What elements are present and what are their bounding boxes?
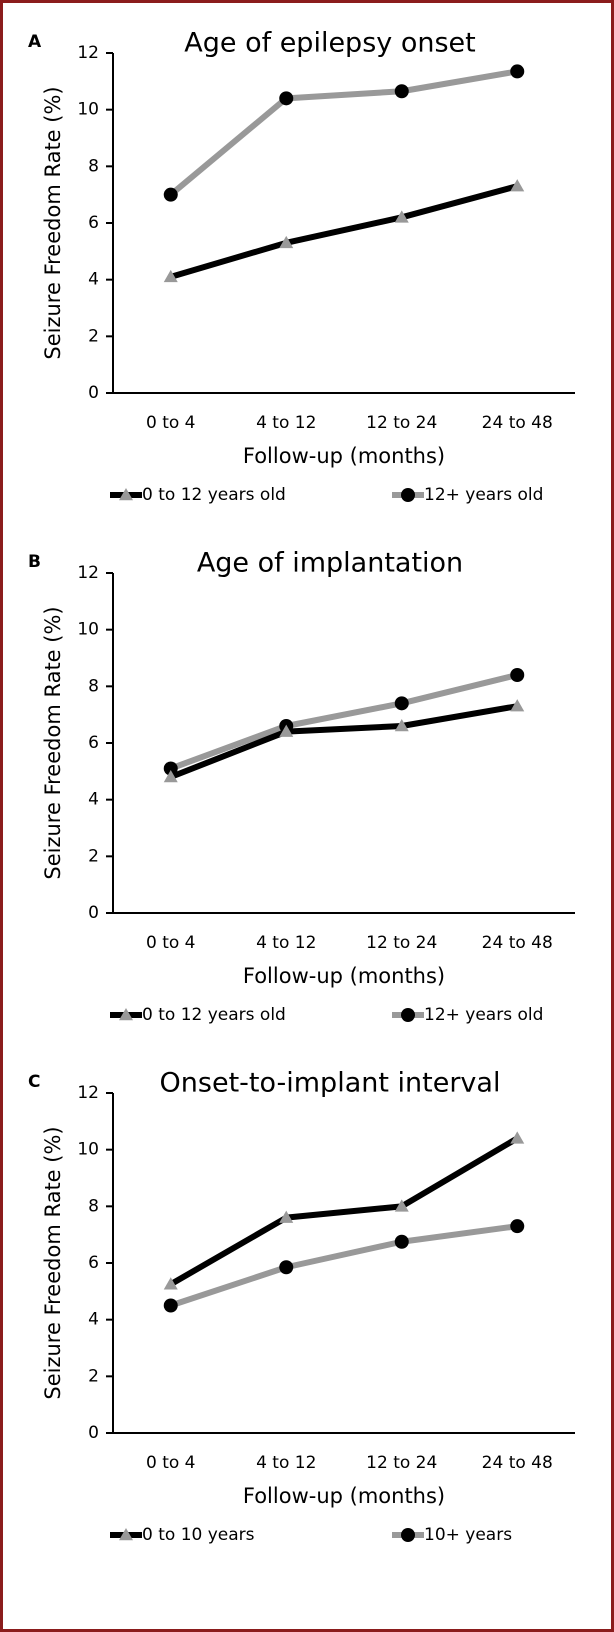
y-axis-title: Seizure Freedom Rate (%) (41, 606, 65, 879)
y-tick-label: 4 (88, 790, 99, 810)
chart-title: Age of implantation (197, 548, 463, 579)
y-tick-label: 10 (77, 100, 99, 120)
x-axis-title: Follow-up (months) (243, 964, 445, 988)
marker (163, 1277, 178, 1290)
y-tick-label: 8 (88, 676, 99, 696)
y-tick-label: 12 (77, 43, 99, 63)
series-line (169, 1223, 518, 1309)
panel: C Onset-to-implant interval 0 2 4 6 8 10 12 0 to … (28, 1068, 575, 1545)
marker (279, 1210, 294, 1223)
panel-label: B (28, 552, 41, 572)
marker (510, 64, 525, 79)
legend-marker (119, 488, 133, 501)
x-tick-label: 0 to 4 (146, 1453, 196, 1473)
y-tick-label: 10 (77, 1140, 99, 1160)
y-tick-label: 12 (77, 563, 99, 583)
marker (394, 84, 409, 99)
y-tick-label: 8 (88, 156, 99, 176)
marker (163, 269, 178, 283)
series-line (168, 68, 518, 197)
x-tick-label: 24 to 48 (482, 1453, 553, 1473)
y-tick-label: 8 (88, 1196, 99, 1216)
y-tick-label: 0 (88, 1423, 99, 1443)
x-tick-label: 0 to 4 (146, 933, 196, 953)
y-tick-label: 2 (88, 1366, 99, 1386)
marker (279, 91, 294, 106)
series-line (169, 183, 519, 280)
legend-marker (119, 1008, 133, 1021)
marker (279, 235, 294, 249)
legend-label: 0 to 12 years old (142, 485, 286, 505)
legend-label: 10+ years (424, 1525, 512, 1545)
y-tick-label: 0 (88, 903, 99, 923)
x-tick-label: 12 to 24 (366, 413, 437, 433)
x-tick-label: 24 to 48 (482, 413, 553, 433)
x-tick-label: 0 to 4 (146, 413, 196, 433)
legend-marker (401, 1528, 415, 1542)
y-tick-label: 6 (88, 213, 99, 233)
marker (510, 179, 525, 192)
chart-title: Age of epilepsy onset (184, 28, 475, 59)
x-tick-label: 12 to 24 (366, 1453, 437, 1473)
marker (510, 699, 525, 712)
chart: A Age of epilepsy onset 0 2 4 6 8 10 12 0 to 4 4 t… (28, 28, 575, 1545)
x-tick-label: 4 to 12 (256, 1453, 316, 1473)
y-tick-label: 6 (88, 1253, 99, 1273)
marker (394, 696, 409, 711)
y-tick-label: 6 (88, 733, 99, 753)
marker (394, 210, 409, 223)
x-tick-label: 12 to 24 (366, 933, 437, 953)
legend-marker (119, 1528, 133, 1541)
series-line (169, 1135, 519, 1287)
legend-label: 0 to 10 years (142, 1525, 255, 1545)
marker (163, 761, 178, 776)
panel: B Age of implantation 0 2 4 6 8 10 12 0 to 4 4 to … (28, 548, 575, 1025)
y-tick-label: 4 (88, 270, 99, 290)
x-tick-label: 4 to 12 (256, 413, 316, 433)
marker (394, 1199, 409, 1212)
panel-label: C (28, 1072, 40, 1092)
x-tick-label: 4 to 12 (256, 933, 316, 953)
marker (394, 1234, 409, 1249)
y-tick-label: 0 (88, 383, 99, 403)
y-axis-title: Seizure Freedom Rate (%) (41, 86, 65, 359)
marker (163, 770, 178, 783)
marker (279, 1260, 294, 1275)
series-line (169, 672, 518, 772)
marker (394, 719, 409, 732)
marker (279, 724, 294, 737)
y-tick-label: 12 (77, 1083, 99, 1103)
x-tick-label: 24 to 48 (482, 933, 553, 953)
marker (510, 1219, 525, 1234)
chart-title: Onset-to-implant interval (160, 1068, 501, 1099)
legend-marker (401, 488, 415, 502)
marker (510, 1131, 525, 1144)
y-tick-label: 10 (77, 620, 99, 640)
marker (510, 668, 525, 682)
y-tick-label: 4 (88, 1310, 99, 1330)
x-axis-title: Follow-up (months) (243, 444, 445, 468)
y-tick-label: 2 (88, 326, 99, 346)
marker (163, 187, 178, 202)
panel: A Age of epilepsy onset 0 2 4 6 8 10 12 0 to 4 4 t… (28, 28, 575, 505)
y-tick-label: 2 (88, 846, 99, 866)
legend-label: 12+ years old (424, 485, 543, 505)
legend-label: 12+ years old (424, 1005, 543, 1025)
marker (163, 1298, 178, 1313)
legend-label: 0 to 12 years old (142, 1005, 286, 1025)
y-axis-title: Seizure Freedom Rate (%) (41, 1126, 65, 1399)
panel-label: A (28, 32, 42, 52)
series-line (169, 703, 518, 780)
legend-marker (401, 1008, 415, 1022)
x-axis-title: Follow-up (months) (243, 1484, 445, 1508)
